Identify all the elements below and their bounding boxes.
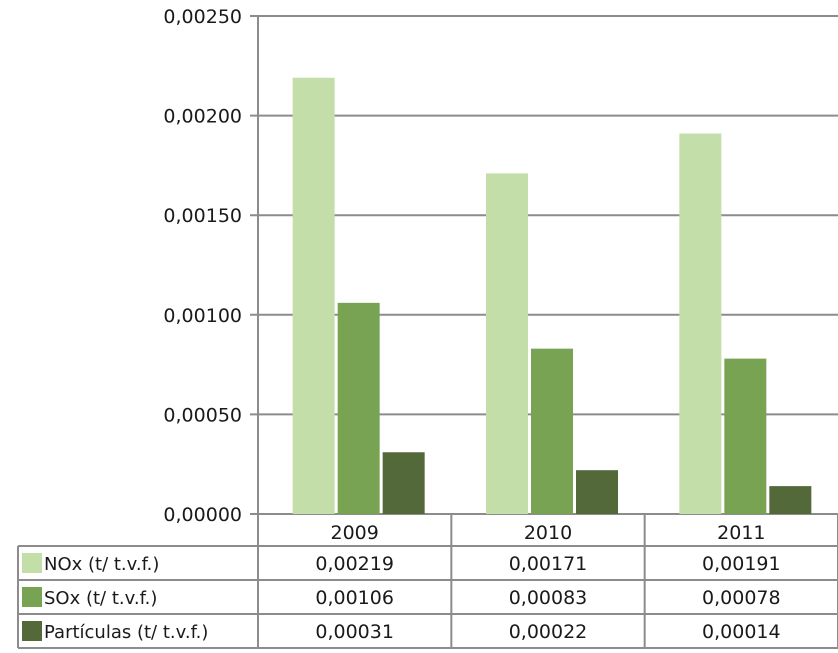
bar — [531, 348, 573, 514]
y-tick-label: 0,00150 — [163, 205, 242, 227]
series-name: NOx (t/ t.v.f.) — [44, 554, 159, 575]
bar — [679, 133, 722, 514]
series-name: SOx (t/ t.v.f.) — [44, 588, 157, 609]
bar — [576, 470, 618, 514]
x-category-label: 2011 — [717, 522, 765, 544]
y-tick-label: 0,00250 — [163, 6, 242, 28]
legend-key — [22, 553, 42, 573]
bar — [769, 486, 812, 514]
x-category-label: 2009 — [330, 522, 378, 544]
data-label: 0,00219 — [315, 553, 394, 575]
data-label: 0,00031 — [315, 621, 394, 643]
y-axis: 0,00000 0,00050 0,00100 0,00150 0,00200 0,002… — [163, 6, 259, 526]
data-label: 0,00014 — [702, 621, 781, 643]
bar — [724, 358, 767, 514]
data-table: 2009 2010 2011 NOx (t/ t.v.f.) 0,00219 0,0017… — [17, 514, 838, 649]
y-tick-label: 0,00200 — [163, 106, 242, 128]
x-category-label: 2010 — [524, 522, 572, 544]
legend-key — [22, 621, 42, 641]
bar — [337, 302, 380, 514]
series-name: Partículas (t/ t.v.f.) — [44, 622, 208, 643]
data-label: 0,00171 — [509, 553, 588, 575]
data-label: 0,00106 — [315, 587, 394, 609]
bars — [292, 77, 812, 515]
y-tick-label: 0,00000 — [163, 504, 242, 526]
legend-key — [22, 587, 42, 607]
y-tick-label: 0,00100 — [163, 305, 242, 327]
bar — [292, 77, 335, 514]
data-label: 0,00191 — [702, 553, 781, 575]
bar — [382, 452, 425, 514]
data-label: 0,00083 — [509, 587, 588, 609]
bar — [486, 173, 528, 515]
data-label: 0,00078 — [702, 587, 781, 609]
y-tick-label: 0,00050 — [163, 404, 242, 426]
data-label: 0,00022 — [509, 621, 588, 643]
